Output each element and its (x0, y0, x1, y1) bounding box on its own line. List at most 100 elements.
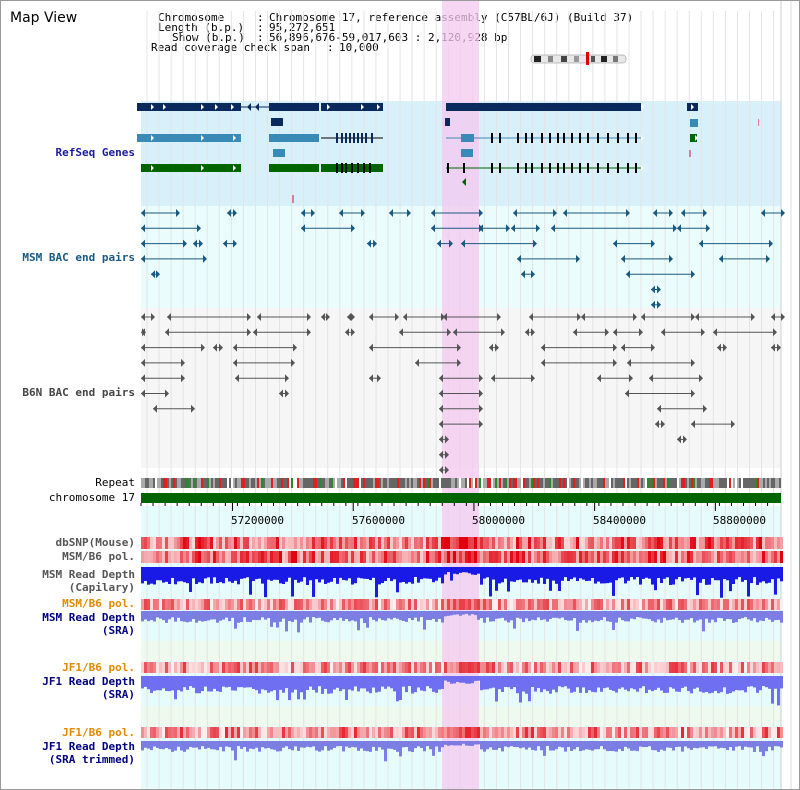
polymorphism-cell (609, 537, 612, 549)
repeat-block (235, 478, 237, 488)
polymorphism-cell (393, 537, 396, 549)
polymorphism-cell (156, 537, 159, 549)
repeat-block (451, 478, 453, 488)
read-depth-bar (372, 567, 375, 578)
repeat-block (289, 478, 291, 488)
repeat-block (639, 478, 641, 488)
polymorphism-cell (456, 727, 459, 738)
repeat-block (627, 478, 629, 488)
polymorphism-cell (384, 551, 387, 563)
polymorphism-cell (528, 537, 531, 549)
read-depth-bar (618, 741, 621, 750)
b6n-bac-pair-end (235, 374, 239, 383)
repeat-block (475, 478, 477, 488)
refseq-exon (349, 133, 351, 143)
read-depth-bar (534, 676, 537, 692)
repeat-block (605, 478, 607, 488)
polymorphism-cell (534, 551, 537, 563)
track-label-chromosome: chromosome 17 (48, 491, 135, 504)
polymorphism-cell (462, 727, 465, 738)
read-depth-bar (735, 741, 738, 747)
read-depth-bar (597, 676, 600, 688)
polymorphism-cell (501, 537, 504, 549)
polymorphism-cell (621, 537, 624, 549)
polymorphism-cell (303, 599, 306, 610)
repeat-block (759, 478, 761, 488)
refseq-gene (271, 118, 283, 126)
polymorphism-cell (558, 537, 561, 549)
polymorphism-cell (480, 599, 483, 610)
polymorphism-cell (600, 551, 603, 563)
polymorphism-cell (288, 727, 291, 738)
polymorphism-cell (708, 599, 711, 610)
read-depth-bar (774, 611, 777, 621)
polymorphism-cell (294, 662, 297, 673)
repeat-block (525, 478, 527, 488)
polymorphism-cell (423, 662, 426, 673)
polymorphism-cell (324, 551, 327, 563)
repeat-block (643, 478, 645, 488)
polymorphism-cell (279, 599, 282, 610)
polymorphism-cell (714, 727, 717, 738)
msm-bac-pair-end (437, 239, 441, 248)
read-depth-bar (243, 741, 246, 747)
polymorphism-cell (615, 599, 618, 610)
polymorphism-cell (150, 537, 153, 549)
read-depth-bar (273, 567, 276, 580)
polymorphism-cell (402, 551, 405, 563)
polymorphism-cell (438, 662, 441, 673)
read-depth-bar (408, 676, 411, 687)
read-depth-bar (294, 567, 297, 580)
refseq-gene (690, 134, 697, 142)
read-depth-bar (237, 741, 240, 747)
repeat-block (563, 478, 565, 488)
polymorphism-cell (561, 599, 564, 610)
polymorphism-cell (183, 599, 186, 610)
polymorphism-cell (150, 727, 153, 738)
polymorphism-cell (324, 537, 327, 549)
track-label-msm-bac[interactable]: MSM BAC end pairs (22, 251, 135, 264)
read-depth-bar (423, 676, 426, 692)
polymorphism-cell (480, 537, 483, 549)
repeat-block (497, 478, 499, 488)
polymorphism-cell (483, 662, 486, 673)
track-label-b6n-bac[interactable]: B6N BAC end pairs (22, 386, 135, 399)
polymorphism-cell (726, 662, 729, 673)
polymorphism-cell (435, 537, 438, 549)
read-depth-bar (603, 567, 606, 584)
polymorphism-cell (345, 727, 348, 738)
polymorphism-cell (585, 551, 588, 563)
polymorphism-cell (447, 551, 450, 563)
read-depth-bar (267, 741, 270, 748)
b6n-bac-pair-end (285, 374, 289, 383)
read-depth-bar (711, 741, 714, 747)
polymorphism-cell (699, 662, 702, 673)
polymorphism-cell (591, 662, 594, 673)
read-depth-bar (702, 676, 705, 693)
msm-bac-pair-end (301, 224, 305, 233)
read-depth-bar (762, 567, 765, 582)
polymorphism-cell (390, 551, 393, 563)
repeat-block (271, 478, 273, 488)
polymorphism-cell (726, 551, 729, 563)
read-depth-bar (582, 611, 585, 621)
polymorphism-cell (300, 537, 303, 549)
read-depth-bar (462, 741, 465, 744)
polymorphism-cell (183, 662, 186, 673)
read-depth-bar (663, 676, 666, 693)
polymorphism-cell (456, 599, 459, 610)
polymorphism-cell (507, 727, 510, 738)
read-depth-bar (327, 567, 330, 583)
read-depth-bar (396, 611, 399, 619)
track-label-refseq[interactable]: RefSeq Genes (55, 146, 135, 159)
repeat-block (379, 478, 381, 488)
read-depth-bar (594, 676, 597, 693)
read-depth-bar (324, 741, 327, 747)
repeat-block (673, 478, 675, 488)
read-depth-bar (339, 676, 342, 692)
read-depth-bar (360, 741, 363, 749)
read-depth-bar (612, 741, 615, 752)
polymorphism-cell (630, 662, 633, 673)
read-depth-bar (534, 741, 537, 751)
